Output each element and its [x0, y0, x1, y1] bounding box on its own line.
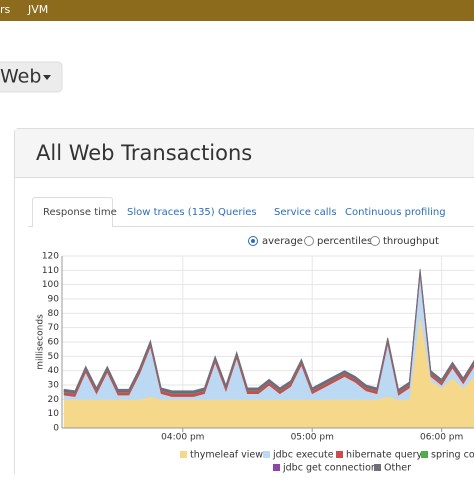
y-tick-label: 80 — [48, 309, 60, 319]
type-label[interactable]: Web — [0, 66, 41, 88]
legend-swatch — [421, 451, 428, 458]
nav-item[interactable]: rs — [0, 3, 11, 16]
y-tick-label: 110 — [42, 266, 59, 276]
x-tick-label: 06:00 pm — [420, 433, 463, 443]
legend-swatch — [336, 451, 343, 458]
y-tick-label: 70 — [48, 323, 60, 333]
nav-item[interactable]: JVM — [27, 3, 48, 16]
legend-label: jdbc get connection — [282, 463, 377, 474]
y-tick-label: 40 — [48, 366, 60, 376]
x-tick-label: 04:00 pm — [161, 433, 204, 443]
tab[interactable]: Queries — [218, 207, 257, 218]
legend-swatch — [180, 451, 187, 458]
y-tick-label: 90 — [48, 295, 60, 305]
y-tick-label: 120 — [42, 252, 59, 262]
y-tick-label: 30 — [48, 381, 60, 391]
legend-swatch — [263, 451, 270, 458]
legend-label: Other — [384, 463, 411, 474]
tab[interactable]: Response time — [43, 207, 117, 218]
panel-title: All Web Transactions — [36, 141, 252, 165]
y-tick-label: 0 — [53, 424, 59, 434]
legend-label: thymeleaf view — [190, 450, 263, 461]
legend-swatch — [374, 464, 381, 471]
y-tick-label: 10 — [48, 409, 60, 419]
legend-label: spring con — [431, 450, 474, 461]
y-tick-label: 50 — [48, 352, 60, 362]
radio[interactable] — [305, 237, 314, 246]
tab[interactable]: Service calls — [274, 207, 337, 218]
legend-label: jdbc execute — [272, 450, 334, 461]
y-tick-label: 60 — [48, 338, 60, 348]
tab[interactable]: Continuous profiling — [345, 207, 446, 218]
tab[interactable]: Slow traces (135) — [127, 207, 215, 218]
radio-dot — [251, 239, 255, 243]
radio-label[interactable]: percentiles — [317, 236, 372, 247]
navbar — [0, 0, 474, 21]
x-tick-label: 05:00 pm — [291, 433, 334, 443]
legend-swatch — [273, 464, 280, 471]
radio-label[interactable]: throughput — [383, 236, 439, 247]
y-tick-label: 20 — [48, 395, 60, 405]
y-tick-label: 100 — [42, 280, 59, 290]
y-axis-title: milliseconds — [36, 314, 46, 370]
legend-label: hibernate query — [346, 450, 423, 461]
radio-label[interactable]: average — [262, 236, 303, 247]
radio[interactable] — [371, 237, 380, 246]
